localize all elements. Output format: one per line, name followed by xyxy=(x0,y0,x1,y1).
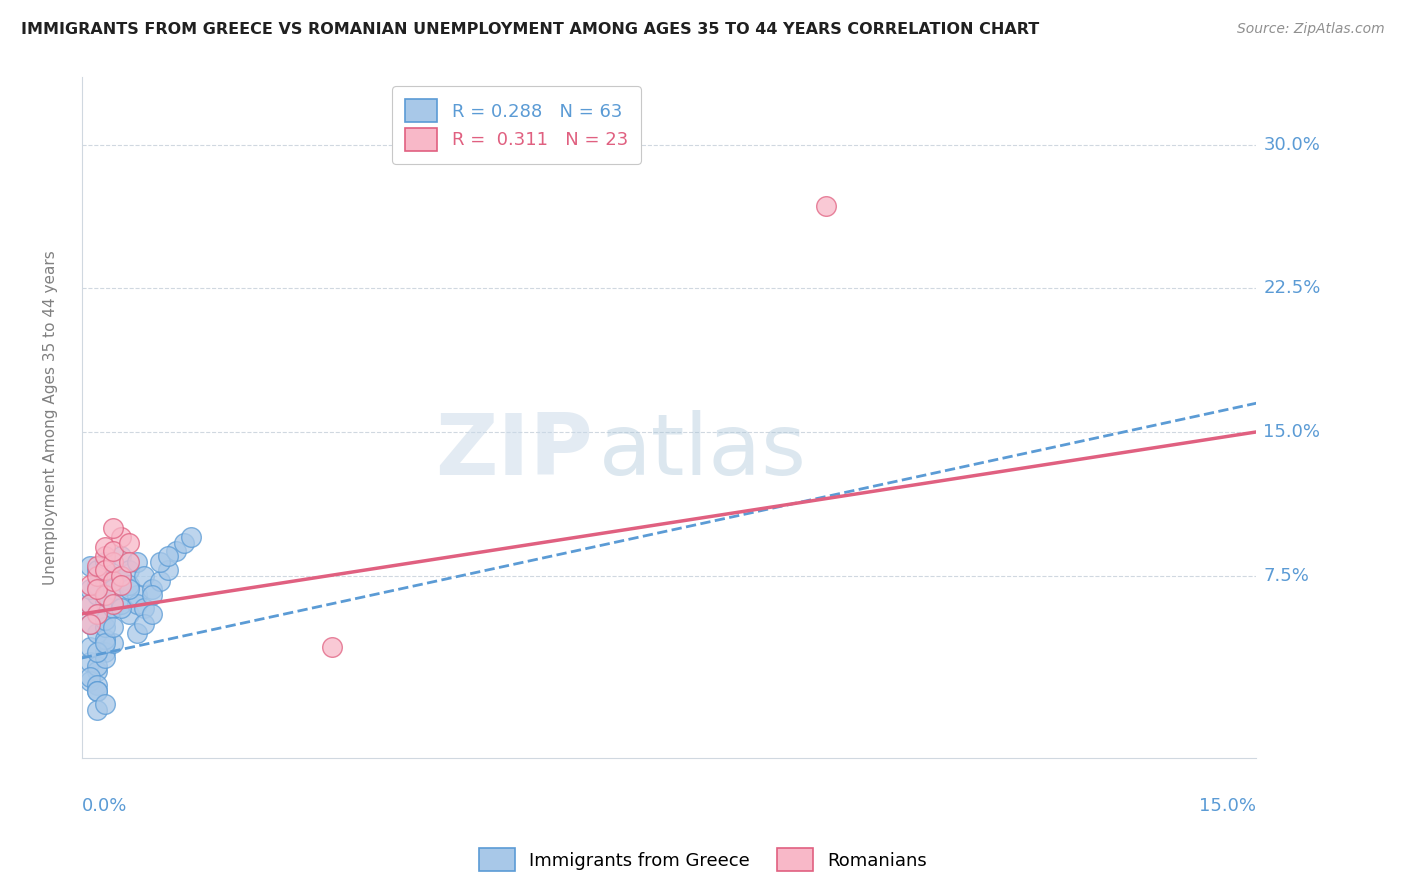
Text: 0.0%: 0.0% xyxy=(82,797,127,814)
Point xyxy=(141,582,163,596)
Point xyxy=(110,568,132,582)
Point xyxy=(141,588,163,602)
Text: 15.0%: 15.0% xyxy=(1199,797,1257,814)
Point xyxy=(118,555,141,569)
Point xyxy=(94,645,117,659)
Point xyxy=(125,588,148,602)
Point xyxy=(86,678,108,692)
Point xyxy=(101,620,124,634)
Point xyxy=(86,559,108,574)
Point xyxy=(79,655,101,669)
Point xyxy=(149,555,172,569)
Point xyxy=(101,543,124,558)
Point xyxy=(101,568,124,582)
Point xyxy=(79,673,101,688)
Point xyxy=(118,578,141,592)
Point xyxy=(86,607,108,621)
Point xyxy=(101,582,124,596)
Text: 30.0%: 30.0% xyxy=(1264,136,1320,153)
Point xyxy=(94,588,117,602)
Text: Source: ZipAtlas.com: Source: ZipAtlas.com xyxy=(1237,22,1385,37)
Point xyxy=(94,613,117,627)
Point xyxy=(94,620,117,634)
Point xyxy=(110,530,132,544)
Point xyxy=(156,549,179,564)
Point xyxy=(118,563,141,577)
Point xyxy=(86,568,108,582)
Text: 15.0%: 15.0% xyxy=(1264,423,1320,441)
Point xyxy=(94,555,117,569)
Point xyxy=(110,568,132,582)
Point xyxy=(101,601,124,615)
Point xyxy=(86,626,108,640)
Point xyxy=(86,578,108,592)
Point xyxy=(79,598,101,612)
Point xyxy=(94,632,117,646)
Point xyxy=(79,670,101,684)
Point xyxy=(94,593,117,607)
Point xyxy=(321,640,343,654)
Text: 22.5%: 22.5% xyxy=(1264,279,1320,297)
Text: 7.5%: 7.5% xyxy=(1264,566,1309,584)
Point xyxy=(125,626,148,640)
Point xyxy=(110,578,132,592)
Point xyxy=(165,543,187,558)
Point xyxy=(101,598,124,612)
Text: ZIP: ZIP xyxy=(434,410,593,493)
Text: IMMIGRANTS FROM GREECE VS ROMANIAN UNEMPLOYMENT AMONG AGES 35 TO 44 YEARS CORREL: IMMIGRANTS FROM GREECE VS ROMANIAN UNEMP… xyxy=(21,22,1039,37)
Point xyxy=(134,601,156,615)
Point xyxy=(134,568,156,582)
Point xyxy=(118,536,141,550)
Point xyxy=(79,598,101,612)
Point xyxy=(125,555,148,569)
Point xyxy=(86,645,108,659)
Point xyxy=(94,588,117,602)
Point xyxy=(86,563,108,577)
Legend: Immigrants from Greece, Romanians: Immigrants from Greece, Romanians xyxy=(471,841,935,879)
Point xyxy=(79,578,101,592)
Point xyxy=(141,607,163,621)
Point xyxy=(110,598,132,612)
Point xyxy=(118,582,141,596)
Point xyxy=(79,616,101,631)
Point xyxy=(86,658,108,673)
Point xyxy=(180,530,202,544)
Point xyxy=(101,521,124,535)
Point xyxy=(79,582,101,596)
Point xyxy=(118,607,141,621)
Point xyxy=(79,616,101,631)
Point xyxy=(86,607,108,621)
Point xyxy=(110,601,132,615)
Point xyxy=(814,199,837,213)
Point xyxy=(101,555,124,569)
Y-axis label: Unemployment Among Ages 35 to 44 years: Unemployment Among Ages 35 to 44 years xyxy=(44,250,58,585)
Point xyxy=(86,683,108,698)
Point xyxy=(86,588,108,602)
Point xyxy=(94,651,117,665)
Text: atlas: atlas xyxy=(599,410,807,493)
Point xyxy=(86,665,108,679)
Point xyxy=(94,697,117,711)
Point xyxy=(86,582,108,596)
Point xyxy=(134,616,156,631)
Point xyxy=(94,549,117,564)
Point xyxy=(173,536,195,550)
Legend: R = 0.288   N = 63, R =  0.311   N = 23: R = 0.288 N = 63, R = 0.311 N = 23 xyxy=(392,87,641,163)
Point xyxy=(94,636,117,650)
Point xyxy=(149,574,172,589)
Point xyxy=(101,601,124,615)
Point xyxy=(156,563,179,577)
Point xyxy=(125,598,148,612)
Point xyxy=(101,574,124,589)
Point xyxy=(110,574,132,589)
Point xyxy=(94,563,117,577)
Point xyxy=(101,636,124,650)
Point xyxy=(94,574,117,589)
Point xyxy=(79,640,101,654)
Point xyxy=(79,559,101,574)
Point xyxy=(94,540,117,554)
Point xyxy=(110,549,132,564)
Point xyxy=(86,703,108,717)
Point xyxy=(86,683,108,698)
